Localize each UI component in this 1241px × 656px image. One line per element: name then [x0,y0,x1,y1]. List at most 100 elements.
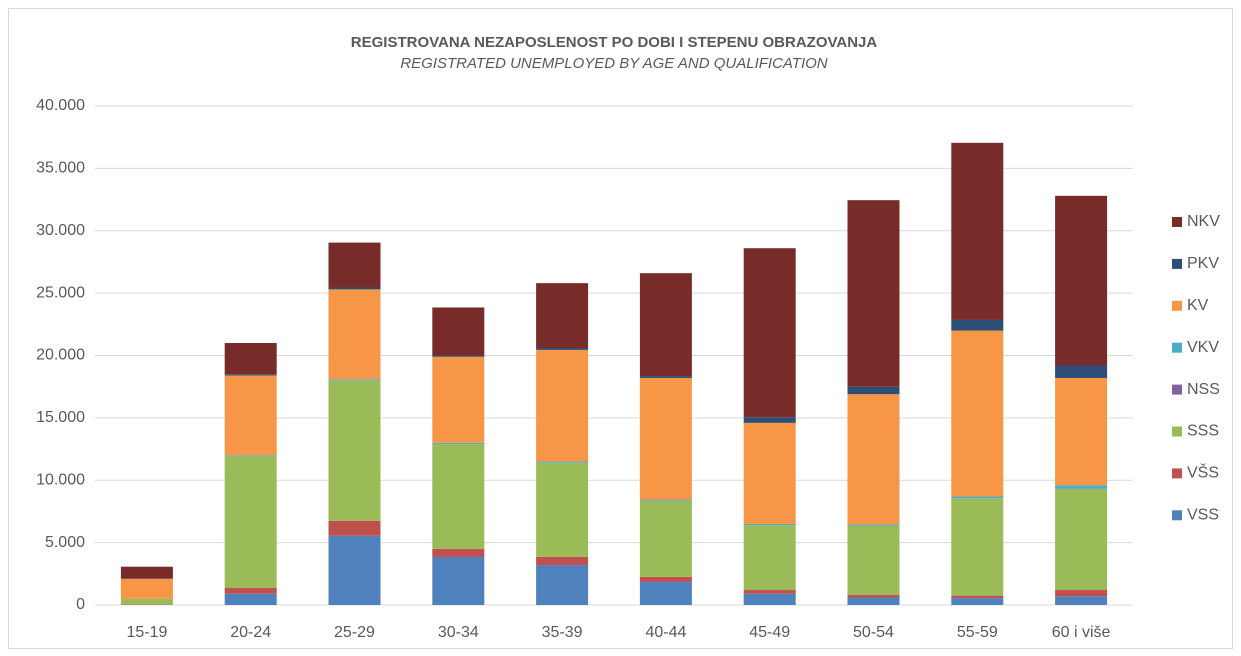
legend-label: VSS [1187,507,1219,524]
x-tick-label: 45-49 [749,624,790,641]
x-tick-label: 50-54 [853,624,894,641]
y-tick-label: 15.000 [36,409,85,426]
bar-segment [328,379,381,381]
legend-label: NSS [1187,381,1220,398]
bar-segment [536,349,589,462]
chart-frame [8,8,1233,649]
legend-swatch [1172,468,1182,479]
bar-segment [432,355,485,357]
bar-segment [743,422,796,524]
legend-label: VŠS [1187,463,1219,482]
bar-segment [1055,596,1108,605]
x-tick-label: 55-59 [957,624,998,641]
bar-segment [743,523,796,526]
y-tick-label: 40.000 [36,97,85,114]
bar-segment [120,598,173,605]
bar-segment [536,462,589,557]
bar-segment [951,330,1004,497]
bar-segment [639,273,692,377]
bar-segment [951,319,1004,331]
bar-segment [743,417,796,423]
x-tick-label: 25-29 [334,624,375,641]
y-tick-label: 10.000 [36,471,85,488]
bar-segment [1055,488,1108,591]
y-tick-label: 25.000 [36,284,85,301]
bar-segment [847,524,900,526]
y-tick-label: 35.000 [36,160,85,177]
bar-segment [1055,485,1108,489]
bar-segment [536,348,589,350]
legend-swatch [1172,342,1182,353]
bar-segment [224,455,277,589]
bar-segment [432,356,485,443]
bar-segment [743,590,796,594]
bar-segment [1055,195,1108,366]
bar-segment [951,595,1004,599]
bar-segment [536,565,589,605]
bar-segment [432,444,485,549]
legend-label: PKV [1187,255,1219,272]
bar-segment [536,283,589,349]
bar-segment [328,380,381,521]
legend-swatch [1172,510,1182,521]
bar-segment [432,307,485,356]
bar-segment [847,595,900,598]
legend-label: KV [1187,297,1209,314]
legend-swatch [1172,258,1182,269]
legend-swatch [1172,300,1182,311]
bar-segment [120,566,173,579]
x-tick-label: 15-19 [126,624,167,641]
legend-swatch [1172,384,1182,395]
y-tick-label: 0 [76,596,85,613]
y-tick-label: 30.000 [36,222,85,239]
bar-segment [639,499,692,501]
bar-segment [743,593,796,605]
bar-segment [847,394,900,525]
bar-segment [328,287,381,290]
bar-segment [432,442,485,444]
bar-segment [743,248,796,418]
bar-segment [639,500,692,577]
bar-segment [951,598,1004,605]
bar-segment [951,498,1004,596]
bar-segment [951,496,1004,499]
bar-segment [1055,377,1108,486]
bar-segment [328,289,381,380]
bar-segment [224,375,277,456]
bar-segment [1055,590,1108,597]
bar-segment [224,374,277,376]
bar-segment [120,578,173,599]
bar-segment [639,376,692,378]
x-tick-label: 30-34 [438,624,479,641]
legend-swatch [1172,217,1182,227]
x-tick-label: 35-39 [542,624,583,641]
legend-swatch [1172,426,1182,437]
bar-segment [224,593,277,605]
chart-title: REGISTROVANA NEZAPOSLENOST PO DOBI I STE… [351,34,878,51]
legend-label: SSS [1187,423,1219,440]
bar-segment [847,386,900,395]
bar-segment [536,461,589,463]
bar-segment [847,525,900,596]
bar-segment [328,535,381,605]
bar-segment [847,200,900,387]
bar-segment [1055,365,1108,378]
bar-segment [328,520,381,536]
chart-subtitle: REGISTRATED UNEMPLOYED BY AGE AND QUALIF… [400,55,827,72]
bar-segment [639,581,692,605]
bar-segment [847,597,900,605]
x-tick-label: 20-24 [230,624,271,641]
bar-segment [536,556,589,566]
y-tick-label: 20.000 [36,347,85,364]
bar-segment [224,588,277,594]
bar-segment [224,455,277,456]
bar-segment [224,343,277,375]
bar-segment [639,377,692,500]
bar-segment [432,556,485,605]
bar-segment [432,548,485,557]
y-tick-label: 5.000 [45,534,85,551]
bar-segment [328,242,381,288]
x-tick-label: 60 i više [1052,624,1111,641]
legend-label: VKV [1187,339,1219,356]
